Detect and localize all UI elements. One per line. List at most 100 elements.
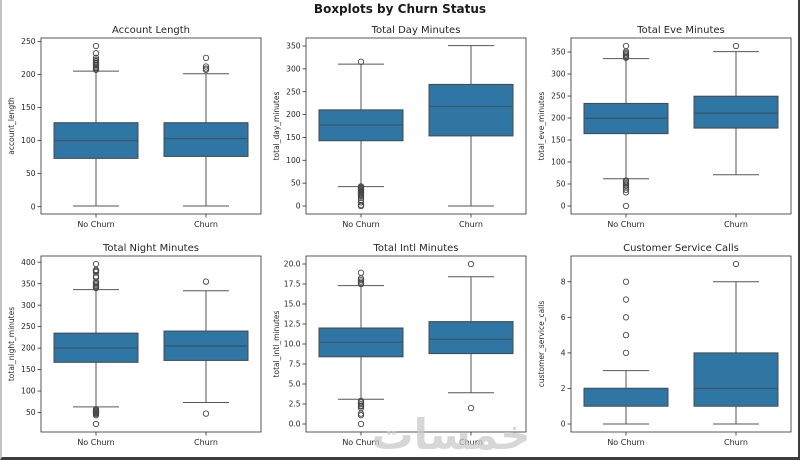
y-tick-label: 20.0 (284, 260, 301, 269)
boxplot-no-churn (53, 42, 139, 207)
outlier-point (622, 186, 630, 193)
y-tick-label: 250 (21, 322, 36, 331)
x-tick-label: Churn (724, 438, 748, 447)
subplot-account-length: Account Length account_length 0 50 100 150 200… (7, 25, 262, 229)
y-axis-label: total_eve_minutes (537, 92, 546, 161)
y-tick-label: 300 (21, 301, 36, 310)
y-tick-label: 2 (561, 384, 566, 393)
x-tick-label: Churn (724, 220, 748, 229)
y-tick-label: 250 (551, 92, 566, 101)
y-tick-label: 50 (26, 169, 36, 178)
y-tick-label: 150 (21, 365, 36, 374)
boxplot-churn (693, 42, 779, 176)
y-axis-label: total_day_minutes (272, 92, 281, 161)
y-tick-label: 350 (21, 279, 36, 288)
subplot-total-eve-minutes: Total Eve Minutes total_eve_minutes 0 50 100… (537, 25, 792, 229)
subplot-total-day-minutes: Total Day Minutes total_day_minutes 0 50 100… (272, 25, 527, 229)
outlier-point (622, 278, 630, 285)
boxplot-churn (163, 278, 249, 417)
subplot-customer-service-calls: Customer Service Calls customer_service_c… (537, 243, 792, 447)
axes-frame (305, 37, 527, 215)
y-tick-label: 200 (21, 70, 36, 79)
y-tick-label: 0.0 (289, 420, 301, 429)
y-tick-label: 250 (286, 87, 301, 96)
y-tick-label: 300 (551, 70, 566, 79)
boxplot-churn (428, 45, 514, 207)
outlier-point (357, 412, 365, 419)
outlier-point (92, 56, 100, 64)
figure-title: Boxplots by Churn Status (313, 2, 487, 16)
outlier-point (202, 63, 210, 70)
outlier-point (92, 420, 100, 428)
y-tick-label: 150 (21, 103, 36, 112)
outlier-point (357, 199, 365, 206)
subplot-title: Total Intl Minutes (372, 243, 458, 254)
outlier-point (622, 42, 630, 50)
x-tick-label: Churn (194, 220, 218, 229)
outlier-point (622, 189, 630, 196)
y-tick-label: 100 (286, 156, 301, 165)
subplot-grid: Account Length account_length 0 50 100 150 200… (5, 22, 798, 457)
outlier-point (622, 202, 630, 210)
y-tick-label: 350 (551, 48, 566, 57)
outlier-point (622, 184, 630, 191)
x-tick-label: No Churn (77, 220, 114, 229)
y-tick-label: 250 (21, 37, 36, 46)
x-tick-label: Churn (459, 438, 483, 447)
outlier-point (467, 404, 475, 412)
y-tick-label: 7.5 (289, 360, 301, 369)
outlier-point (622, 331, 630, 339)
outlier-point (92, 42, 100, 50)
boxplot-churn (163, 54, 249, 207)
outlier-point (357, 269, 365, 276)
boxplot-churn (428, 260, 514, 412)
subplot-total-night-minutes: Total Night Minutes total_night_minutes 50… (7, 243, 262, 447)
axes-frame (40, 37, 262, 215)
y-tick-label: 0 (296, 202, 301, 211)
outlier-point (202, 278, 210, 285)
box-rect (693, 95, 779, 129)
y-tick-label: 15.0 (284, 300, 301, 309)
boxplot-churn (693, 260, 779, 425)
y-tick-label: 2.5 (289, 400, 301, 409)
y-tick-label: 200 (21, 344, 36, 353)
subplot-title: Total Night Minutes (102, 243, 199, 254)
y-axis-label: total_intl_minutes (272, 310, 281, 377)
boxplot-no-churn (53, 260, 139, 428)
outlier-point (732, 260, 740, 268)
box-rect (163, 122, 249, 157)
y-tick-label: 100 (21, 387, 36, 396)
subplot-title: Total Eve Minutes (636, 25, 724, 36)
y-tick-label: 17.5 (284, 280, 301, 289)
outlier-point (732, 42, 740, 50)
outlier-point (92, 54, 100, 62)
y-tick-label: 300 (286, 64, 301, 73)
y-tick-label: 50 (556, 180, 566, 189)
y-tick-label: 50 (26, 408, 36, 417)
x-tick-label: No Churn (77, 438, 114, 447)
subplot-total-intl-minutes: Total Intl Minutes total_intl_minutes 0.0 2… (272, 243, 527, 447)
subplot-title: Total Day Minutes (371, 25, 461, 36)
x-tick-label: No Churn (607, 220, 644, 229)
y-tick-label: 5.0 (289, 380, 301, 389)
axes-frame (40, 255, 262, 433)
box-rect (428, 321, 514, 355)
y-tick-label: 150 (551, 136, 566, 145)
y-tick-label: 10.0 (284, 340, 301, 349)
x-tick-label: No Churn (342, 438, 379, 447)
y-tick-label: 12.5 (284, 320, 301, 329)
outlier-point (467, 260, 475, 268)
y-tick-label: 4 (561, 348, 566, 357)
boxplot-no-churn (318, 269, 404, 428)
outlier-point (92, 412, 100, 419)
subplot-title: Customer Service Calls (623, 243, 739, 254)
x-tick-label: No Churn (342, 220, 379, 229)
outlier-point (357, 420, 365, 428)
y-tick-label: 6 (561, 313, 566, 322)
y-tick-label: 100 (21, 136, 36, 145)
y-tick-label: 150 (286, 133, 301, 142)
x-tick-label: No Churn (607, 438, 644, 447)
boxplot-no-churn (583, 42, 669, 210)
outlier-point (92, 260, 100, 268)
